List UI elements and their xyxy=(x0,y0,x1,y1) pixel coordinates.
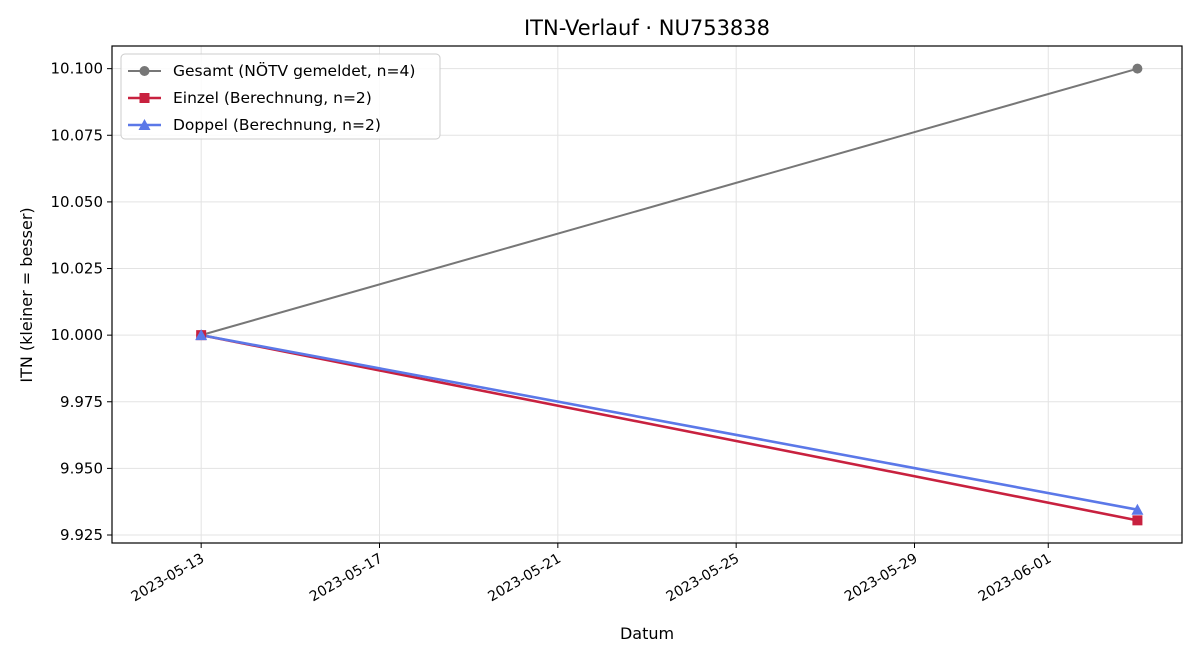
x-axis-label: Datum xyxy=(620,624,674,643)
chart-title: ITN-Verlauf · NU753838 xyxy=(524,16,770,40)
legend-marker-square xyxy=(139,93,150,103)
legend: Gesamt (NÖTV gemeldet, n=4) Einzel (Berec… xyxy=(120,53,441,140)
data-point-circle xyxy=(1132,63,1143,74)
y-tick-label: 9.925 xyxy=(60,526,103,544)
y-tick-label: 10.100 xyxy=(51,60,104,78)
grid-lines xyxy=(112,46,1182,543)
legend-label: Gesamt (NÖTV gemeldet, n=4) xyxy=(173,61,415,80)
legend-label: Einzel (Berechnung, n=2) xyxy=(173,89,372,107)
y-tick-label: 10.000 xyxy=(51,326,104,344)
legend-box xyxy=(120,53,441,140)
data-point-square xyxy=(1132,515,1143,526)
legend-marker-circle xyxy=(139,66,150,76)
data-point-triangle xyxy=(1131,503,1144,515)
series-line-circle xyxy=(200,67,1138,337)
legend-label: Doppel (Berechnung, n=2) xyxy=(173,116,381,134)
series-line-triangle xyxy=(200,333,1138,511)
series-lines xyxy=(200,67,1138,522)
y-tick-label: 9.975 xyxy=(60,393,103,411)
legend-marker-triangle xyxy=(138,119,151,130)
y-tick-label: 10.075 xyxy=(51,126,104,144)
y-tick-label: 10.025 xyxy=(51,260,104,278)
y-axis-label: ITN (kleiner = besser) xyxy=(17,207,36,382)
series-markers xyxy=(195,63,1144,526)
y-tick-label: 10.050 xyxy=(51,193,104,211)
plot-frame xyxy=(111,45,1183,544)
y-tick-label: 9.950 xyxy=(60,459,103,477)
y-axis-ticks: 9.925 9.950 9.975 10.000 10.025 10.050 10.075 1… xyxy=(51,60,112,544)
series-line-square xyxy=(200,333,1138,522)
data-point-triangle xyxy=(195,329,208,341)
